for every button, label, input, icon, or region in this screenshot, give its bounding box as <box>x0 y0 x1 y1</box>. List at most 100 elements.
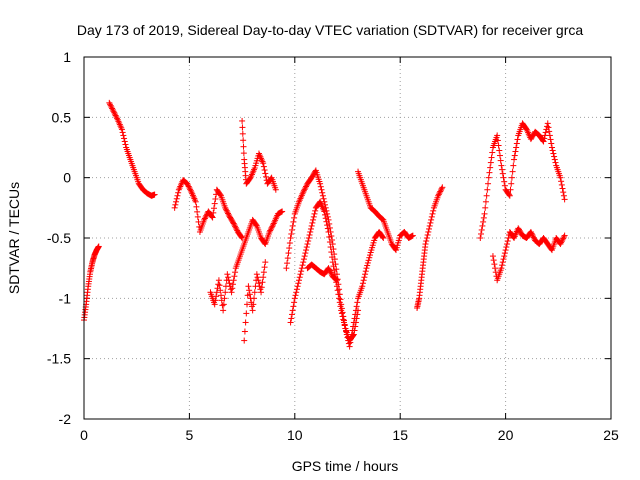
data-point-interp <box>492 265 499 272</box>
data-point-interp <box>352 323 359 330</box>
data-point-interp <box>513 140 520 147</box>
data-point-interp <box>489 149 496 156</box>
data-point-interp <box>258 284 265 291</box>
data-point-interp <box>365 257 372 264</box>
data-point-interp <box>558 178 565 185</box>
data-point-interp <box>488 154 495 161</box>
data-point-interp <box>495 142 502 149</box>
data-point-interp <box>303 244 310 251</box>
data-point-interp <box>559 185 566 192</box>
data-point-interp <box>211 200 218 207</box>
data-point-interp <box>494 137 501 144</box>
data-point <box>253 271 260 278</box>
data-point-interp <box>201 215 208 222</box>
data-point <box>304 241 311 248</box>
data-point <box>333 283 340 290</box>
data-point-interp <box>233 226 240 233</box>
data-point <box>489 253 496 260</box>
data-point-interp <box>293 286 300 293</box>
data-point-interp <box>487 159 494 166</box>
data-point-interp <box>482 198 489 205</box>
data-point <box>498 265 505 272</box>
data-point-interp <box>262 173 269 180</box>
data-point-interp <box>360 277 367 284</box>
data-point-interp <box>210 205 217 212</box>
data-point-interp <box>288 315 295 322</box>
data-point-interp <box>353 315 360 322</box>
data-point-interp <box>289 222 296 229</box>
data-point-interp <box>260 163 267 170</box>
data-point-interp <box>426 225 433 232</box>
data-point-interp <box>267 227 274 234</box>
data-point-interp <box>260 274 267 281</box>
data-point-interp <box>113 113 120 120</box>
data-point <box>477 235 484 241</box>
data-point <box>485 174 492 181</box>
data-point-interp <box>202 214 209 221</box>
data-point-interp <box>186 184 193 191</box>
data-point-interp <box>174 192 181 199</box>
y-tick-label: -0.5 <box>47 230 71 246</box>
x-tick-label: 5 <box>186 427 194 443</box>
data-point-interp <box>210 209 217 216</box>
x-tick-label: 25 <box>603 427 619 443</box>
data-point-interp <box>298 268 305 275</box>
data-point-interp <box>212 297 219 304</box>
data-point-interp <box>120 132 127 139</box>
data-point-interp <box>364 262 371 269</box>
data-point-interp <box>232 269 239 276</box>
data-point-interp <box>333 276 340 283</box>
x-tick-label: 0 <box>80 427 88 443</box>
data-point-interp <box>501 178 508 185</box>
data-point-interp <box>227 286 234 293</box>
x-tick-label: 15 <box>392 427 408 443</box>
data-point-interp <box>500 256 507 263</box>
data-point <box>118 126 125 133</box>
data-point-interp <box>187 187 194 194</box>
data-point <box>224 271 231 278</box>
data-point-interp <box>546 128 553 135</box>
data-point-interp <box>438 185 445 192</box>
data-point-interp <box>302 250 309 257</box>
data-point-interp <box>528 230 535 237</box>
data-point-interp <box>241 328 248 335</box>
data-point-interp <box>284 255 291 262</box>
data-point-interp <box>496 152 503 159</box>
data-point-interp <box>285 250 292 257</box>
data-point-interp <box>109 105 116 112</box>
data-point-interp <box>231 221 238 228</box>
data-point-interp <box>501 250 508 257</box>
data-point-interp <box>312 207 319 214</box>
data-point-interp <box>558 239 565 246</box>
data-point <box>350 331 357 338</box>
data-point-interp <box>497 157 504 164</box>
data-point-interp <box>225 274 232 281</box>
data-point-interp <box>240 150 247 157</box>
data-point <box>258 289 265 296</box>
data-point-interp <box>230 277 237 284</box>
data-point-interp <box>337 296 344 303</box>
data-point-interp <box>379 216 386 223</box>
data-point-interp <box>300 187 307 194</box>
data-point-interp <box>173 195 180 202</box>
data-point-interp <box>560 235 567 242</box>
data-point-interp <box>558 238 565 245</box>
x-tick-label: 10 <box>287 427 303 443</box>
data-point <box>325 228 332 235</box>
data-point <box>498 162 505 169</box>
data-point <box>548 144 555 151</box>
data-point-interp <box>335 291 342 298</box>
data-point-interp <box>290 218 297 225</box>
y-tick-label: -1 <box>59 290 72 306</box>
data-point <box>481 210 488 217</box>
data-point-interp <box>109 106 116 113</box>
data-point-interp <box>246 291 253 298</box>
y-tick-label: -1.5 <box>47 351 71 367</box>
data-point-interp <box>261 240 268 247</box>
data-point-interp <box>122 141 129 148</box>
data-point-interp <box>359 280 366 287</box>
data-point-interp <box>484 186 491 193</box>
data-point-interp <box>269 223 276 230</box>
data-point-interp <box>112 112 119 119</box>
